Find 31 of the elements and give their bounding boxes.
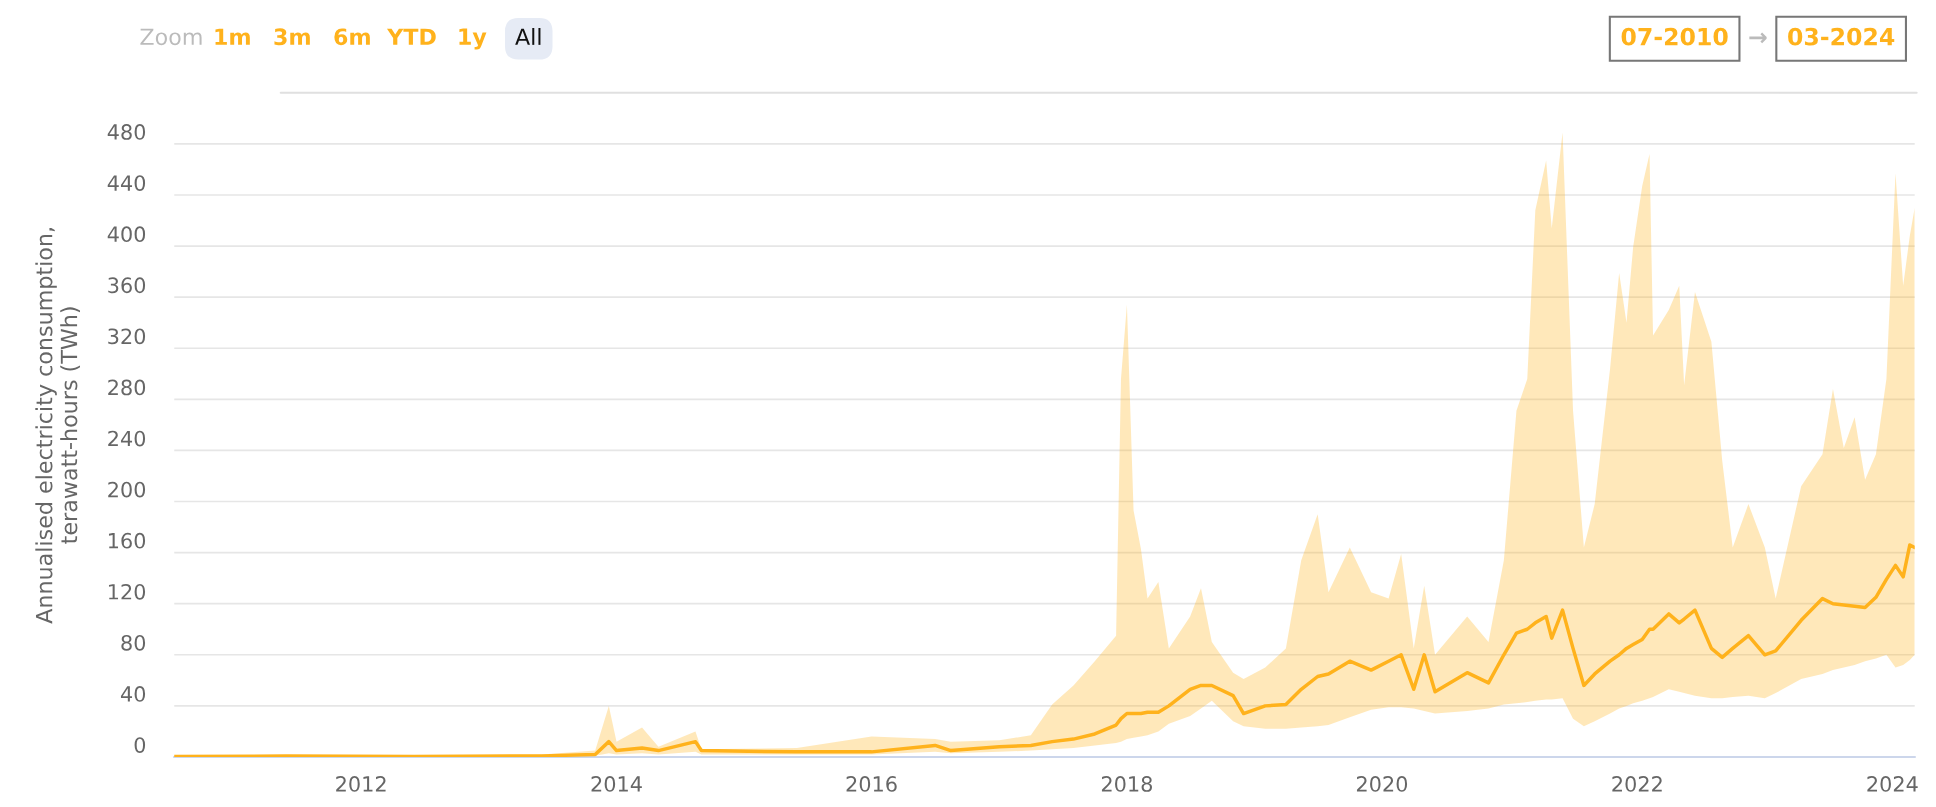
y-tick-label: 0 — [134, 737, 146, 753]
x-tick-label: 2014 — [591, 776, 642, 792]
y-tick-label: 440 — [107, 175, 146, 191]
text: 1y — [459, 28, 487, 50]
x-tick-label: 2016 — [846, 776, 897, 792]
text: YTD — [386, 28, 436, 45]
x-tick-label: 2018 — [1101, 776, 1152, 792]
text: 6m — [334, 28, 370, 46]
y-axis-title: Annualised electricity consumption, terawatt-hours (TWh) — [35, 228, 81, 624]
x-tick-label: 2012 — [336, 776, 386, 792]
y-tick-label: 120 — [108, 583, 146, 600]
text: All — [515, 27, 541, 45]
x-tick-label: 2022 — [1612, 776, 1662, 792]
y-tick-label: 280 — [108, 379, 146, 396]
y-tick-label: 200 — [108, 481, 146, 498]
text: Zoom — [140, 28, 202, 46]
x-tick-label: 2020 — [1356, 776, 1408, 792]
text: 1m — [215, 28, 250, 45]
y-tick-label: 160 — [108, 532, 146, 549]
text: 3m — [274, 28, 310, 46]
y-tick-label: 320 — [108, 328, 146, 345]
y-tick-label: 80 — [121, 634, 146, 651]
y-tick-label: 40 — [120, 686, 146, 702]
y-tick-label: 240 — [108, 430, 146, 447]
x-tick-label: 2024 — [1867, 776, 1918, 792]
y-tick-label: 480 — [107, 124, 146, 140]
y-tick-label: 400 — [107, 226, 146, 243]
y-tick-label: 360 — [108, 277, 146, 294]
text: 03-2024 — [1788, 27, 1895, 46]
text: → — [1749, 32, 1767, 44]
text: 07-2010 — [1621, 27, 1728, 46]
